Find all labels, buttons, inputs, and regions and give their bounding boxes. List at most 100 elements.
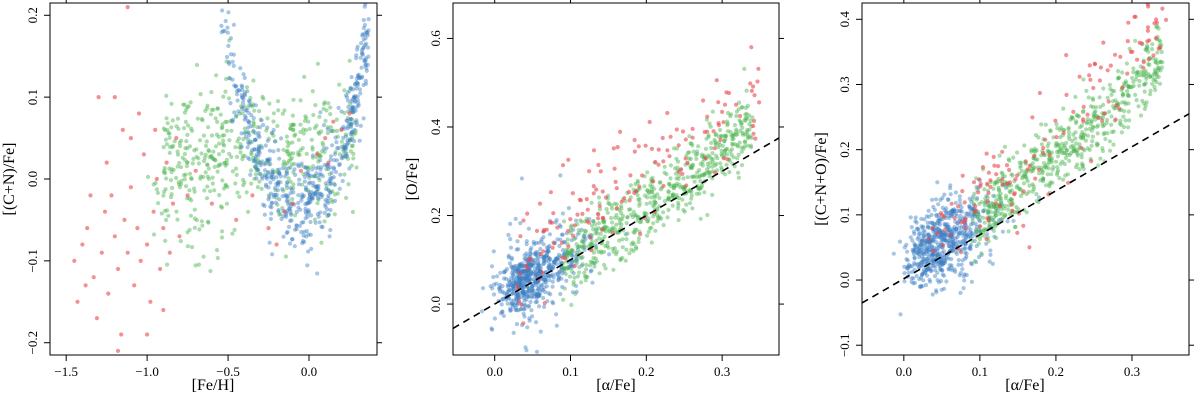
data-point-red — [716, 100, 721, 105]
data-point-green — [211, 149, 216, 154]
data-point-green — [739, 121, 744, 126]
data-point-green — [328, 125, 334, 130]
data-point-green — [297, 152, 302, 157]
data-point-blue — [324, 146, 329, 151]
data-point-blue — [948, 229, 953, 234]
data-point-blue — [942, 192, 947, 197]
data-point-green — [742, 139, 748, 144]
data-point-green — [241, 137, 246, 142]
data-point-blue — [345, 138, 350, 143]
data-point-green — [1105, 131, 1110, 136]
data-point-blue — [912, 280, 918, 285]
data-point-green — [196, 156, 201, 161]
data-point-blue — [510, 301, 515, 306]
data-point-blue — [935, 246, 940, 251]
data-point-green — [192, 189, 197, 194]
data-point-blue — [937, 218, 942, 223]
data-point-green — [274, 195, 279, 200]
data-point-green — [296, 150, 301, 155]
data-point-red — [661, 183, 666, 188]
data-point-red — [177, 234, 182, 239]
data-point-red — [749, 88, 754, 93]
data-point-green — [177, 140, 182, 145]
data-point-green — [208, 189, 213, 194]
data-point-blue — [528, 250, 533, 255]
data-point-blue — [242, 92, 247, 97]
data-point-green — [723, 148, 728, 153]
data-point-green — [624, 221, 629, 226]
data-point-green — [666, 190, 671, 195]
data-point-green — [221, 141, 226, 147]
data-point-green — [592, 264, 597, 269]
data-point-blue — [921, 269, 926, 275]
data-point-blue — [562, 240, 568, 245]
data-point-green — [182, 151, 187, 157]
data-point-blue — [920, 226, 925, 231]
data-point-green — [580, 239, 585, 244]
data-point-red — [757, 100, 762, 105]
data-point-green — [1159, 65, 1165, 70]
data-point-green — [291, 170, 296, 175]
data-point-blue — [970, 215, 975, 220]
data-point-blue — [337, 162, 342, 167]
data-point-green — [722, 133, 727, 138]
data-point-blue — [533, 291, 538, 296]
data-point-red — [135, 226, 140, 231]
data-point-green — [162, 128, 168, 133]
data-point-blue — [514, 247, 519, 252]
data-point-green — [651, 204, 656, 209]
data-point-red — [170, 201, 176, 206]
data-point-blue — [991, 204, 996, 209]
data-point-blue — [508, 237, 513, 242]
data-point-blue — [510, 264, 515, 269]
data-point-blue — [524, 274, 529, 279]
data-point-blue — [977, 217, 982, 223]
data-point-green — [243, 130, 248, 135]
data-point-blue — [519, 277, 524, 282]
data-point-green — [241, 177, 246, 182]
data-point-blue — [535, 280, 540, 285]
data-point-green — [1015, 184, 1020, 189]
data-point-green — [1008, 190, 1013, 195]
data-point-green — [330, 199, 335, 205]
data-point-green — [1057, 127, 1063, 132]
data-point-green — [1101, 86, 1106, 91]
data-point-green — [205, 219, 211, 224]
data-point-blue — [937, 252, 942, 257]
data-point-green — [1111, 129, 1116, 134]
data-point-green — [174, 209, 179, 214]
data-point-red — [724, 90, 729, 95]
data-point-green — [611, 225, 616, 230]
data-point-green — [670, 192, 675, 198]
data-point-green — [1060, 159, 1065, 164]
data-point-blue — [222, 29, 227, 34]
data-point-green — [1147, 62, 1152, 67]
data-point-blue — [305, 263, 310, 268]
data-point-green — [1133, 38, 1138, 43]
data-point-green — [285, 139, 290, 144]
data-point-blue — [951, 238, 956, 243]
data-point-green — [197, 138, 203, 143]
data-point-blue — [274, 192, 279, 197]
data-point-green — [345, 116, 350, 121]
data-point-green — [999, 198, 1004, 204]
data-point-red — [632, 190, 637, 196]
data-point-green — [313, 174, 318, 179]
data-point-blue — [938, 233, 944, 238]
data-point-blue — [305, 209, 310, 214]
data-point-blue — [494, 281, 499, 286]
data-point-blue — [926, 208, 931, 213]
data-point-red — [326, 160, 331, 165]
data-point-blue — [316, 175, 321, 180]
data-point-blue — [328, 165, 333, 170]
data-point-blue — [522, 289, 527, 294]
data-point-green — [659, 216, 664, 221]
data-point-blue — [936, 245, 941, 250]
data-point-green — [735, 144, 741, 149]
data-point-blue — [909, 279, 914, 284]
data-point-green — [993, 206, 999, 212]
data-point-blue — [355, 81, 360, 86]
y-tick-label: 0.0 — [25, 171, 40, 187]
data-point-blue — [559, 276, 564, 281]
data-point-green — [1002, 174, 1007, 179]
